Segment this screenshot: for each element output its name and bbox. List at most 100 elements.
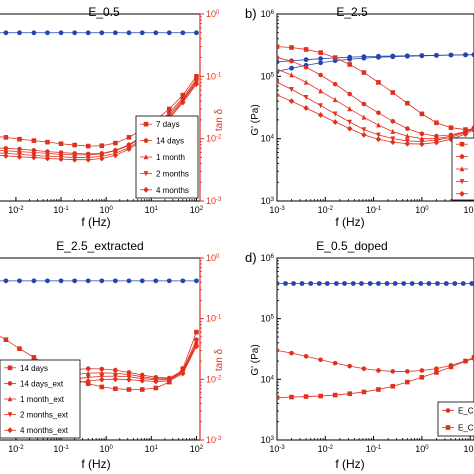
legend-label: 1 month	[156, 153, 185, 162]
data-point	[277, 348, 280, 353]
legend-marker	[7, 427, 13, 434]
data-point	[361, 131, 367, 138]
panel-a-title: E_0.5	[88, 5, 120, 19]
data-point	[112, 30, 118, 36]
x-tick-label: 10-2	[318, 444, 334, 454]
x-tick-label: 10-1	[366, 444, 382, 454]
x-tick-label: 102	[190, 205, 204, 215]
data-point	[72, 30, 78, 36]
data-point	[3, 30, 9, 36]
data-point	[194, 74, 199, 79]
panel-b-label: b)	[245, 6, 257, 21]
data-point	[392, 281, 398, 286]
data-point	[277, 55, 280, 60]
data-point	[112, 152, 119, 159]
data-point	[361, 389, 367, 395]
y2-tick-label: 10-1	[206, 71, 222, 81]
data-point	[99, 374, 105, 380]
x-tick-label: 101	[145, 205, 159, 215]
data-point	[376, 281, 381, 286]
data-point	[17, 136, 22, 142]
data-point	[99, 155, 105, 162]
data-point	[390, 54, 396, 60]
data-point	[347, 391, 352, 396]
data-point	[405, 379, 410, 385]
legend-marker	[459, 179, 465, 185]
data-point	[31, 30, 37, 36]
data-point	[418, 281, 424, 286]
panel-d-title: E_0.5_doped	[316, 239, 387, 253]
series-line	[277, 94, 474, 145]
data-point	[419, 141, 425, 147]
data-point	[85, 378, 91, 384]
data-point	[71, 156, 78, 163]
data-point	[303, 57, 309, 63]
plot-frame	[276, 13, 474, 202]
data-point	[448, 364, 454, 370]
legend-marker	[143, 171, 149, 177]
data-point	[434, 370, 439, 375]
data-point	[3, 337, 9, 343]
y-tick-label: 104	[261, 374, 275, 384]
series-line	[277, 82, 474, 142]
legend-label: 14 days	[20, 364, 48, 373]
y-tick-label: 105	[261, 71, 275, 81]
data-point	[58, 278, 64, 284]
data-point	[334, 281, 339, 286]
data-point	[45, 278, 50, 284]
data-point	[376, 80, 381, 85]
data-point	[277, 59, 280, 65]
data-point	[361, 114, 367, 120]
data-point	[405, 133, 410, 139]
data-point	[434, 53, 439, 58]
data-point	[31, 154, 37, 161]
data-point	[99, 30, 105, 36]
y2-tick-label: 10-3	[206, 435, 222, 445]
legend-label: 1 month_ext	[20, 395, 65, 404]
x-tick-label: 10-1	[366, 205, 382, 215]
data-point	[409, 281, 415, 286]
legend-label: 14 days_ext	[20, 379, 64, 388]
legend-marker	[459, 190, 465, 197]
data-point	[99, 366, 105, 372]
legend-marker	[7, 412, 13, 418]
data-point	[194, 329, 199, 335]
data-point	[113, 386, 118, 392]
data-point	[289, 65, 294, 71]
data-point	[85, 30, 91, 36]
legend-marker	[445, 425, 451, 430]
panel-d-xlabel: f (Hz)	[335, 457, 364, 471]
legend: 7 days 14 days 1 month 2 months 4 months	[135, 115, 199, 199]
data-point	[16, 153, 23, 160]
data-point	[303, 47, 309, 52]
legend-label: 2 months_ext	[20, 411, 69, 420]
panel-c-title: E_2.5_extracted	[56, 239, 143, 253]
data-point	[316, 281, 322, 286]
data-point	[45, 139, 50, 145]
legend-marker	[459, 166, 465, 172]
data-point	[112, 376, 119, 382]
data-point	[58, 30, 64, 36]
data-point	[390, 369, 396, 374]
x-tick-label: 100	[99, 205, 113, 215]
data-point	[303, 353, 309, 359]
data-point	[288, 98, 295, 105]
legend-marker	[143, 154, 149, 160]
data-point	[390, 128, 396, 134]
data-point	[180, 370, 186, 377]
data-point	[419, 375, 425, 380]
data-point	[419, 131, 425, 137]
data-point	[317, 112, 324, 118]
legend-box	[437, 401, 474, 437]
data-point	[194, 337, 199, 343]
data-point	[289, 72, 294, 78]
data-point	[375, 136, 382, 143]
legend-marker	[459, 141, 465, 147]
data-point	[433, 139, 440, 146]
y2-tick-label: 100	[206, 9, 220, 19]
data-point	[308, 281, 314, 286]
x-tick-label: 10-3	[269, 205, 285, 215]
